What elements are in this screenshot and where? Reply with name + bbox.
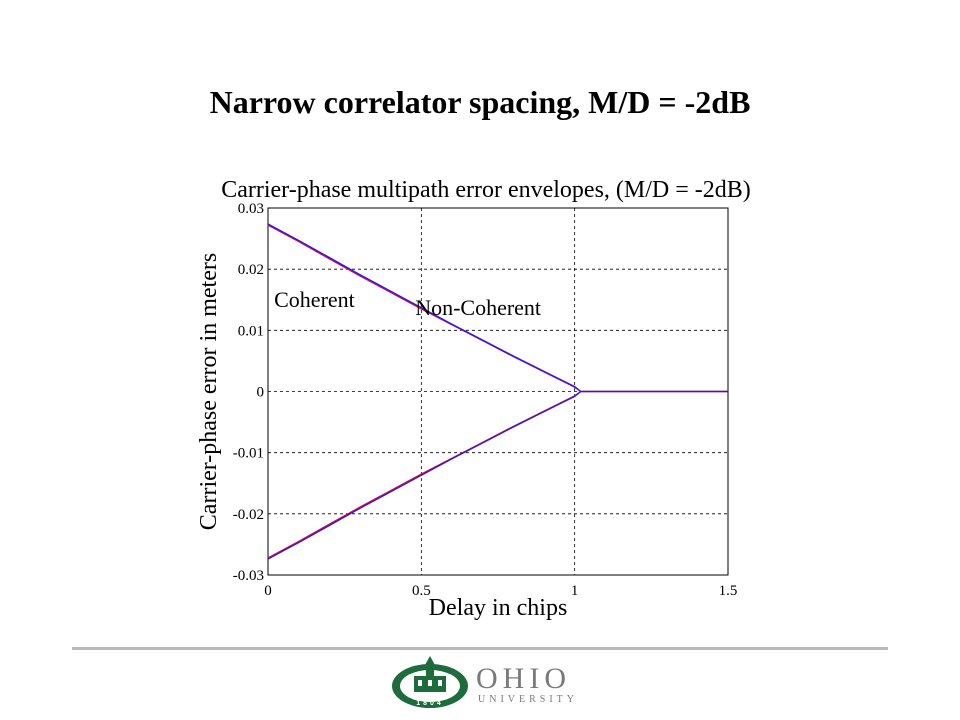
y-tick-label: 0.01 xyxy=(238,323,264,339)
x-tick-label: 0.5 xyxy=(412,583,431,599)
x-tick-label: 0 xyxy=(264,583,272,599)
chart-title: Carrier-phase multipath error envelopes,… xyxy=(221,177,751,203)
series-non-coherent-lower xyxy=(267,390,728,560)
grid-lines xyxy=(268,208,728,575)
multipath-error-chart: Carrier-phase multipath error envelopes,… xyxy=(196,177,751,621)
y-tick-label: 0 xyxy=(257,385,265,401)
x-tick-label: 1.5 xyxy=(719,583,738,599)
y-tick-label: -0.01 xyxy=(233,446,264,462)
annotation-coherent: Coherent xyxy=(274,287,355,312)
ohio-university-logo: 1804 OHIO UNIVERSITY xyxy=(390,656,580,712)
annotation-non-coherent: Non-Coherent xyxy=(415,295,541,320)
footer-divider xyxy=(72,647,888,650)
y-axis-label: Carrier-phase error in meters xyxy=(196,253,222,530)
y-tick-label: -0.03 xyxy=(233,568,264,584)
university-seal-icon: 1804 xyxy=(392,656,468,708)
svg-text:1804: 1804 xyxy=(416,700,444,707)
x-axis-label: Delay in chips xyxy=(429,595,568,621)
y-tick-label: 0.02 xyxy=(238,262,264,278)
y-tick-label: -0.02 xyxy=(233,507,264,523)
x-tick-label: 1 xyxy=(571,583,579,599)
slide-title: Narrow correlator spacing, M/D = -2dB xyxy=(209,84,751,120)
logo-wordmark: OHIO xyxy=(476,662,571,695)
series-lines xyxy=(267,223,728,560)
series-coherent-lower xyxy=(267,390,728,559)
tick-labels: 0 0.5 1 1.5 0.03 0.02 0.01 0 -0.01 -0.02 -0.03 xyxy=(233,201,738,599)
logo-subtitle: UNIVERSITY xyxy=(478,694,578,705)
y-tick-label: 0.03 xyxy=(238,201,264,217)
